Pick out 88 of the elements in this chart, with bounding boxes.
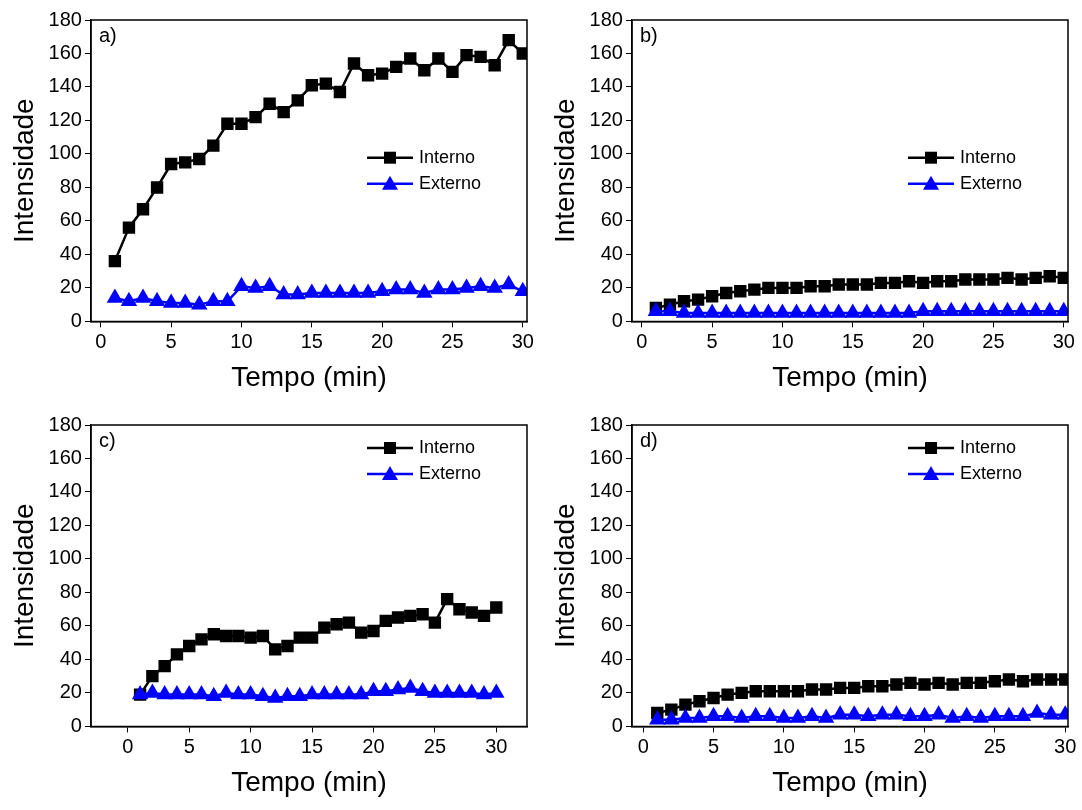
y-tick-label: 180 — [589, 7, 623, 30]
y-tick-label: 120 — [589, 512, 623, 535]
x-tick-label: 15 — [300, 329, 323, 352]
y-tick-label: 40 — [600, 646, 623, 669]
annotation: a) — [98, 23, 117, 46]
y-tick-label: 160 — [589, 446, 623, 468]
y-tick-label: 140 — [48, 479, 82, 502]
x-axis-title: Tempo (min) — [231, 765, 387, 797]
y-tick-label: 80 — [59, 174, 82, 197]
y-axis-title: Intensidade — [7, 503, 39, 649]
x-tick-label: 10 — [771, 329, 794, 352]
x-tick-label: 10 — [230, 329, 253, 352]
y-tick-label: 40 — [59, 241, 82, 264]
x-tick-label: 25 — [982, 329, 1005, 352]
x-axis-title: Tempo (min) — [231, 360, 387, 392]
y-tick-label: 0 — [611, 308, 623, 331]
legend-label: Externo — [960, 462, 1023, 483]
legend-label: Externo — [419, 462, 482, 483]
x-tick-label: 15 — [843, 734, 866, 757]
y-tick-label: 100 — [48, 141, 82, 164]
x-tick-label: 0 — [95, 329, 107, 352]
x-tick-label: 20 — [912, 329, 935, 352]
x-tick-label: 20 — [362, 734, 385, 757]
y-tick-label: 60 — [600, 613, 623, 636]
x-tick-label: 30 — [485, 734, 508, 757]
y-tick-label: 120 — [589, 107, 623, 130]
y-tick-label: 60 — [600, 208, 623, 231]
y-tick-label: 0 — [611, 713, 623, 736]
x-tick-label: 10 — [772, 734, 795, 757]
y-tick-label: 180 — [48, 7, 82, 30]
x-tick-label: 25 — [983, 734, 1006, 757]
x-tick-label: 5 — [165, 329, 177, 352]
y-tick-label: 60 — [59, 208, 82, 231]
legend-label: Externo — [960, 172, 1023, 193]
y-tick-label: 140 — [48, 74, 82, 97]
y-tick-label: 180 — [48, 412, 82, 435]
legend-label: Interno — [960, 146, 1017, 167]
y-axis-title: Intensidade — [548, 98, 580, 244]
x-tick-label: 5 — [707, 734, 720, 757]
x-tick-label: 20 — [913, 734, 936, 757]
y-tick-label: 20 — [600, 275, 623, 298]
y-tick-label: 0 — [70, 308, 82, 331]
y-tick-label: 120 — [48, 107, 82, 130]
y-tick-label: 20 — [59, 275, 82, 298]
x-axis-title: Tempo (min) — [772, 360, 928, 392]
x-tick-label: 20 — [371, 329, 394, 352]
y-tick-label: 160 — [589, 41, 623, 63]
y-tick-label: 140 — [589, 479, 623, 502]
x-tick-label: 30 — [511, 329, 534, 352]
y-tick-label: 80 — [600, 174, 623, 197]
x-tick-label: 10 — [239, 734, 262, 757]
x-tick-label: 25 — [423, 734, 447, 757]
y-tick-label: 20 — [600, 680, 623, 703]
x-tick-label: 15 — [300, 734, 324, 757]
y-axis-title: Intensidade — [7, 98, 39, 244]
x-tick-label: 5 — [706, 329, 718, 352]
y-tick-label: 40 — [59, 646, 82, 669]
x-tick-label: 30 — [1052, 329, 1075, 352]
y-tick-label: 100 — [589, 546, 623, 569]
y-tick-label: 100 — [48, 546, 82, 569]
legend-label: Interno — [419, 146, 476, 167]
y-tick-label: 40 — [600, 241, 623, 264]
y-tick-label: 180 — [589, 412, 623, 435]
x-tick-label: 5 — [183, 734, 195, 757]
legend-label: Interno — [960, 436, 1017, 457]
annotation: d) — [639, 428, 658, 451]
y-tick-label: 80 — [600, 579, 623, 602]
y-tick-label: 160 — [48, 446, 82, 468]
y-tick-label: 120 — [48, 512, 82, 535]
y-tick-label: 80 — [59, 579, 82, 602]
x-tick-label: 15 — [841, 329, 864, 352]
annotation: c) — [98, 428, 116, 451]
y-tick-label: 160 — [48, 41, 82, 63]
legend-label: Externo — [419, 172, 482, 193]
y-tick-label: 140 — [589, 74, 623, 97]
y-axis-title: Intensidade — [548, 503, 580, 649]
y-tick-label: 20 — [59, 680, 82, 703]
y-tick-label: 0 — [70, 713, 82, 736]
x-tick-label: 0 — [636, 329, 648, 352]
x-tick-label: 30 — [1054, 734, 1077, 757]
x-tick-label: 0 — [122, 734, 134, 757]
y-tick-label: 100 — [589, 141, 623, 164]
legend-label: Interno — [419, 436, 476, 457]
x-axis-title: Tempo (min) — [772, 765, 928, 797]
y-tick-label: 60 — [59, 613, 82, 636]
x-tick-label: 0 — [637, 734, 649, 757]
x-tick-label: 25 — [441, 329, 464, 352]
annotation: b) — [639, 23, 658, 46]
